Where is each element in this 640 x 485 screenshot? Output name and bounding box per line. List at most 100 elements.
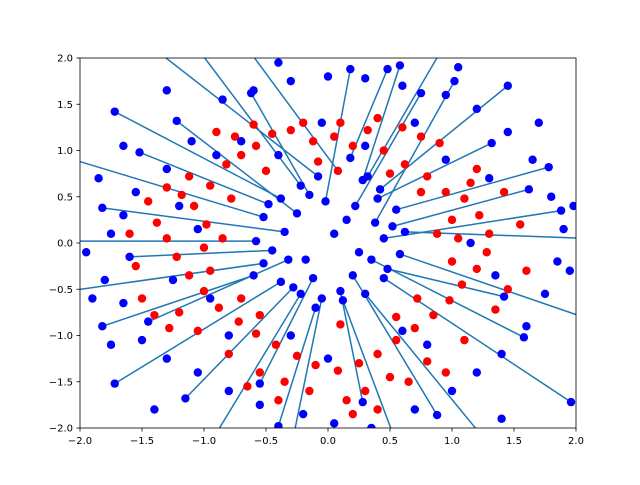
red-point-65 — [299, 118, 308, 127]
red-point-45 — [165, 323, 174, 333]
line-segment-11 — [294, 298, 323, 428]
blue-point-137 — [175, 201, 184, 211]
line-segment-2 — [349, 68, 389, 159]
blue-point-84 — [119, 211, 128, 220]
line-segment-22 — [352, 274, 438, 416]
blue-point-131 — [485, 174, 494, 183]
line-segment-29 — [129, 249, 273, 258]
blue-point-59 — [379, 234, 388, 243]
red-point-24 — [457, 280, 467, 289]
blue-point-123 — [454, 63, 463, 72]
red-point-10 — [286, 125, 295, 135]
y-tick-label-0: −2.0 — [49, 424, 73, 435]
red-point-1 — [144, 197, 153, 206]
red-point-38 — [199, 286, 209, 296]
blue-point-53 — [259, 259, 268, 268]
red-point-86 — [237, 294, 246, 303]
blue-point-149 — [354, 248, 364, 257]
red-point-88 — [416, 187, 426, 197]
red-point-92 — [392, 312, 401, 322]
red-point-90 — [385, 169, 395, 178]
red-point-70 — [447, 257, 457, 266]
red-point-22 — [482, 248, 491, 257]
blue-point-104 — [547, 192, 556, 201]
red-point-93 — [255, 310, 264, 320]
blue-point-99 — [497, 349, 506, 359]
blue-point-107 — [472, 104, 481, 114]
x-tick-label-7: 1.5 — [506, 436, 522, 447]
blue-point-81 — [187, 137, 196, 146]
blue-point-63 — [284, 255, 293, 264]
blue-point-49 — [338, 296, 348, 305]
red-point-58 — [342, 396, 351, 405]
red-point-17 — [423, 172, 432, 181]
blue-point-89 — [162, 354, 171, 363]
line-segment-28 — [354, 92, 422, 207]
blue-point-94 — [330, 419, 339, 428]
blue-point-96 — [410, 405, 419, 414]
blue-point-19 — [450, 76, 459, 86]
line-segment-4 — [379, 85, 509, 190]
blue-point-67 — [351, 201, 360, 211]
red-point-51 — [499, 187, 509, 197]
blue-point-58 — [370, 218, 380, 227]
blue-point-128 — [150, 405, 159, 414]
blue-point-28 — [416, 88, 426, 98]
red-point-62 — [224, 349, 233, 359]
red-point-39 — [184, 271, 194, 280]
red-point-87 — [413, 294, 422, 303]
red-point-85 — [230, 132, 240, 141]
red-point-96 — [336, 320, 345, 329]
blue-point-129 — [317, 118, 326, 127]
red-point-11 — [308, 137, 318, 146]
red-point-59 — [305, 386, 314, 396]
blue-point-100 — [522, 322, 531, 331]
line-segment-38 — [362, 65, 401, 181]
blue-point-136 — [168, 275, 178, 285]
blue-point-7 — [584, 315, 592, 323]
blue-point-5 — [544, 162, 553, 172]
red-point-64 — [175, 308, 184, 317]
red-point-98 — [466, 178, 475, 188]
blue-point-83 — [131, 187, 140, 197]
line-segment-17 — [114, 110, 282, 200]
red-point-52 — [503, 285, 512, 294]
blue-point-125 — [274, 58, 283, 67]
line-segment-3 — [367, 58, 438, 177]
blue-point-91 — [224, 386, 233, 396]
line-segment-34 — [377, 142, 493, 200]
blue-point-36 — [524, 185, 534, 194]
x-tick-label-1: −1.5 — [130, 436, 154, 447]
line-segment-35 — [139, 151, 269, 205]
red-point-14 — [363, 125, 372, 135]
red-point-94 — [432, 229, 442, 238]
blue-point-55 — [259, 212, 268, 222]
blue-point-8 — [566, 397, 576, 407]
blue-point-112 — [286, 76, 295, 86]
blue-point-41 — [346, 153, 355, 163]
red-point-47 — [249, 120, 258, 129]
red-point-13 — [348, 141, 357, 151]
x-tick-label-3: −0.5 — [254, 436, 278, 447]
blue-point-47 — [379, 273, 388, 283]
red-point-32 — [311, 360, 320, 370]
red-point-56 — [385, 372, 395, 382]
blue-point-20 — [556, 206, 566, 215]
blue-point-61 — [348, 271, 357, 280]
red-point-66 — [336, 118, 345, 127]
red-point-60 — [280, 377, 289, 386]
y-tick-label-1: −1.5 — [49, 377, 73, 388]
blue-point-60 — [367, 255, 376, 264]
line-segment-30 — [387, 268, 505, 298]
blue-point-117 — [82, 248, 91, 257]
line-segment-24 — [147, 258, 289, 323]
red-point-27 — [410, 323, 419, 333]
blue-point-32 — [358, 397, 367, 407]
blue-point-114 — [218, 95, 227, 104]
x-tick-label-5: 0.5 — [382, 436, 398, 447]
blue-point-108 — [441, 90, 450, 100]
blue-point-115 — [119, 141, 128, 151]
red-point-79 — [348, 409, 357, 419]
line-segment-9 — [364, 293, 477, 428]
line-segment-32 — [339, 290, 364, 403]
